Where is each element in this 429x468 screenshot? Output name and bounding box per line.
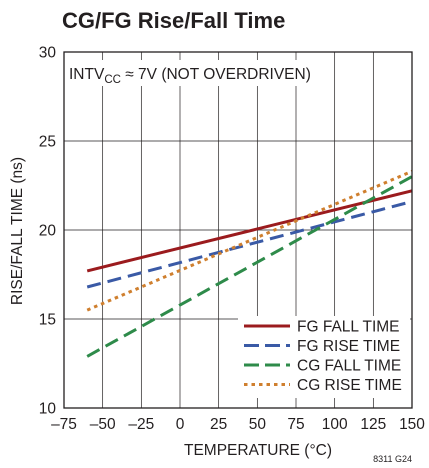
series-line: [86, 189, 413, 273]
x-tick-labels: –75 –50 –25 0 25 50 75 100 125 150: [51, 416, 425, 433]
annotation-prefix: INTV: [69, 66, 105, 83]
x-tick-label: 50: [249, 416, 267, 433]
y-tick-label: 20: [39, 223, 57, 240]
series-line: [86, 200, 413, 289]
y-tick-label: 10: [39, 401, 57, 418]
x-tick-label: –25: [128, 416, 154, 433]
annotation-background: [66, 60, 320, 86]
legend-label: FG RISE TIME: [297, 338, 400, 355]
y-tick-label: 15: [39, 312, 56, 329]
x-tick-label: –75: [51, 416, 77, 433]
legend-label: FG FALL TIME: [297, 319, 400, 336]
y-tick-labels: 10 15 20 25 30: [39, 45, 57, 418]
figure-id: 8311 G24: [373, 454, 412, 464]
annotation: INTVCC ≈ 7V (NOT OVERDRIVEN): [66, 60, 320, 86]
legend-label: CG RISE TIME: [297, 377, 402, 394]
x-tick-label: 100: [322, 416, 348, 433]
y-tick-label: 30: [39, 45, 57, 62]
x-tick-label: 150: [399, 416, 425, 433]
x-tick-label: 25: [210, 416, 227, 433]
x-tick-label: 0: [176, 416, 185, 433]
y-tick-label: 25: [39, 134, 56, 151]
legend-label: CG FALL TIME: [297, 358, 401, 375]
annotation-text: INTVCC ≈ 7V (NOT OVERDRIVEN): [69, 66, 311, 86]
x-tick-label: –50: [90, 416, 116, 433]
x-tick-label: 75: [287, 416, 304, 433]
annotation-suffix: ≈ 7V (NOT OVERDRIVEN): [121, 66, 311, 83]
series-lines: [86, 169, 413, 358]
series-line: [86, 169, 413, 312]
chart-title: CG/FG Rise/Fall Time: [62, 8, 285, 33]
x-axis-label: TEMPERATURE (°C): [184, 442, 332, 459]
x-tick-label: 125: [360, 416, 386, 433]
y-axis-label: RISE/FALL TIME (ns): [9, 157, 26, 305]
annotation-subscript: CC: [104, 74, 121, 86]
plot-frame: [63, 51, 413, 409]
legend: FG FALL TIME FG RISE TIME CG FALL TIME CG R…: [238, 316, 410, 398]
